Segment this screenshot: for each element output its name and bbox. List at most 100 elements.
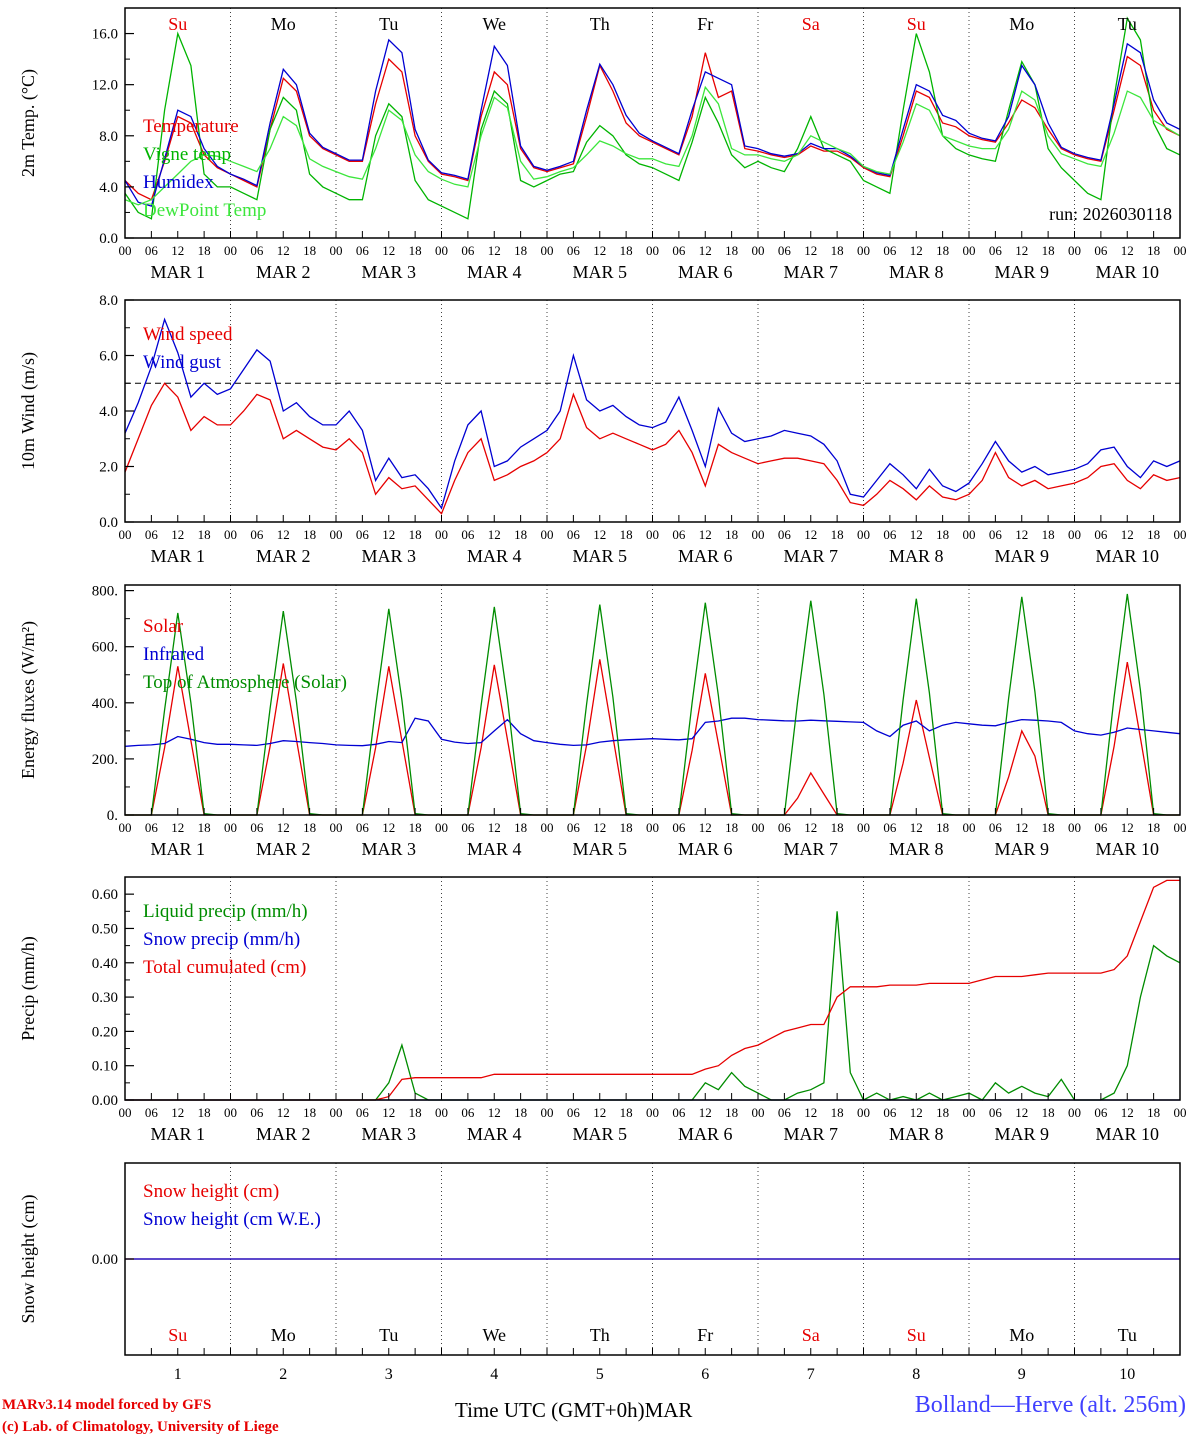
x-tick-label: 06 xyxy=(672,820,686,835)
x-tick-label: 18 xyxy=(409,820,422,835)
day-number-label: 1 xyxy=(174,1366,182,1383)
x-tick-label: 06 xyxy=(461,243,475,258)
legend-temperature: Temperature xyxy=(143,116,239,137)
x-tick-label: 00 xyxy=(224,527,237,542)
x-tick-label: 18 xyxy=(409,243,422,258)
y-axis-title: 2m Temp. (°C) xyxy=(18,69,39,177)
day-label: MAR 4 xyxy=(467,839,522,859)
series-line-temperature xyxy=(124,52,1181,201)
series-line-humidex xyxy=(124,38,1181,207)
legend-solar: Solar xyxy=(143,616,184,637)
x-tick-label: 00 xyxy=(224,243,237,258)
x-tick-label: 06 xyxy=(356,243,370,258)
day-label: MAR 2 xyxy=(256,1124,311,1144)
day-label: MAR 3 xyxy=(361,546,416,566)
x-tick-label: 18 xyxy=(1042,1105,1055,1120)
weekday-label: Tu xyxy=(379,14,398,34)
day-label: MAR 9 xyxy=(994,546,1049,566)
y-tick-label: 12.0 xyxy=(92,78,118,94)
x-tick-label: 18 xyxy=(831,820,844,835)
weekday-label: Sa xyxy=(802,14,820,34)
x-tick-label: 06 xyxy=(461,1105,475,1120)
x-tick-label: 18 xyxy=(831,1105,844,1120)
x-tick-label: 06 xyxy=(250,243,264,258)
x-tick-label: 12 xyxy=(593,527,606,542)
day-label: MAR 1 xyxy=(150,1124,205,1144)
day-label: MAR 6 xyxy=(678,262,733,282)
y-tick-label: 6.0 xyxy=(99,349,118,365)
y-tick-label: 0.50 xyxy=(92,921,118,937)
y-tick-label: 8.0 xyxy=(99,129,118,145)
legend-top-of-atmosphere-solar: Top of Atmosphere (Solar) xyxy=(143,672,347,693)
x-tick-label: 12 xyxy=(277,1105,290,1120)
weekday-label: Mo xyxy=(1009,1325,1034,1345)
x-tick-label: 18 xyxy=(831,243,844,258)
x-tick-label: 06 xyxy=(989,1105,1003,1120)
x-tick-label: 00 xyxy=(541,527,554,542)
x-tick-label: 12 xyxy=(277,820,290,835)
day-label: MAR 9 xyxy=(994,839,1049,859)
x-tick-label: 06 xyxy=(883,820,897,835)
weekday-label: Sa xyxy=(802,1325,820,1345)
day-label: MAR 8 xyxy=(889,839,944,859)
x-tick-label: 06 xyxy=(250,527,264,542)
x-tick-label: 00 xyxy=(1174,820,1187,835)
x-tick-label: 18 xyxy=(620,820,633,835)
panel-energy: 0. 200. 400. 600. 800. 00 06 12 18 00 06 12 18 00 06 12… xyxy=(18,584,1187,859)
y-tick-label: 800. xyxy=(92,584,118,600)
x-tick-label: 00 xyxy=(435,1105,448,1120)
day-label: MAR 4 xyxy=(467,262,522,282)
x-tick-label: 12 xyxy=(699,1105,712,1120)
x-tick-label: 00 xyxy=(1174,527,1187,542)
x-tick-label: 12 xyxy=(593,1105,606,1120)
x-tick-label: 18 xyxy=(1042,243,1055,258)
x-tick-label: 00 xyxy=(224,820,237,835)
x-tick-label: 18 xyxy=(1042,820,1055,835)
x-tick-label: 12 xyxy=(277,527,290,542)
x-tick-label: 06 xyxy=(461,527,475,542)
day-label: MAR 4 xyxy=(467,546,522,566)
x-tick-label: 18 xyxy=(936,243,949,258)
legend-dewpoint-temp: DewPoint Temp xyxy=(143,200,266,221)
day-label: MAR 2 xyxy=(256,839,311,859)
day-label: MAR 7 xyxy=(783,262,838,282)
day-number-label: 5 xyxy=(596,1366,604,1383)
panel-snow: 0.00 Su 1 Mo 2 Tu 3 We 4 Th 5 Fr 6 Sa 7 Su 8 Mo 9 Tu 10 Snow … xyxy=(18,1162,1181,1383)
x-tick-label: 00 xyxy=(857,1105,870,1120)
x-tick-label: 18 xyxy=(831,527,844,542)
x-tick-label: 06 xyxy=(567,1105,581,1120)
weekday-label: Tu xyxy=(1118,14,1137,34)
day-label: MAR 8 xyxy=(889,546,944,566)
series-line-dewpoint-temp xyxy=(124,85,1181,206)
y-tick-label: 2.0 xyxy=(99,460,118,476)
x-tick-label: 12 xyxy=(382,1105,395,1120)
x-tick-label: 18 xyxy=(1147,1105,1160,1120)
x-tick-label: 00 xyxy=(963,820,976,835)
x-tick-label: 18 xyxy=(1147,820,1160,835)
x-tick-label: 18 xyxy=(303,243,316,258)
x-tick-label: 00 xyxy=(857,243,870,258)
x-tick-label: 00 xyxy=(119,243,132,258)
x-tick-label: 00 xyxy=(224,1105,237,1120)
x-tick-label: 12 xyxy=(488,820,501,835)
x-tick-label: 18 xyxy=(725,1105,738,1120)
x-tick-label: 00 xyxy=(1068,1105,1081,1120)
x-tick-label: 12 xyxy=(804,1105,817,1120)
y-tick-label: 0.10 xyxy=(92,1059,118,1075)
x-tick-label: 12 xyxy=(171,1105,184,1120)
x-tick-label: 12 xyxy=(1015,527,1028,542)
day-number-label: 7 xyxy=(807,1366,815,1383)
x-tick-label: 00 xyxy=(1068,243,1081,258)
x-tick-label: 00 xyxy=(1068,527,1081,542)
x-tick-label: 06 xyxy=(461,820,475,835)
y-axis-title: 10m Wind (m/s) xyxy=(18,352,39,470)
day-label: MAR 1 xyxy=(150,839,205,859)
x-tick-label: 06 xyxy=(145,1105,159,1120)
y-tick-label: 0.0 xyxy=(99,231,118,247)
x-tick-label: 00 xyxy=(646,820,659,835)
y-tick-label: 0.0 xyxy=(99,515,118,531)
day-label: MAR 9 xyxy=(994,1124,1049,1144)
x-tick-label: 06 xyxy=(1094,243,1108,258)
model-credit-line1: MARv3.14 model forced by GFS xyxy=(2,1397,212,1413)
